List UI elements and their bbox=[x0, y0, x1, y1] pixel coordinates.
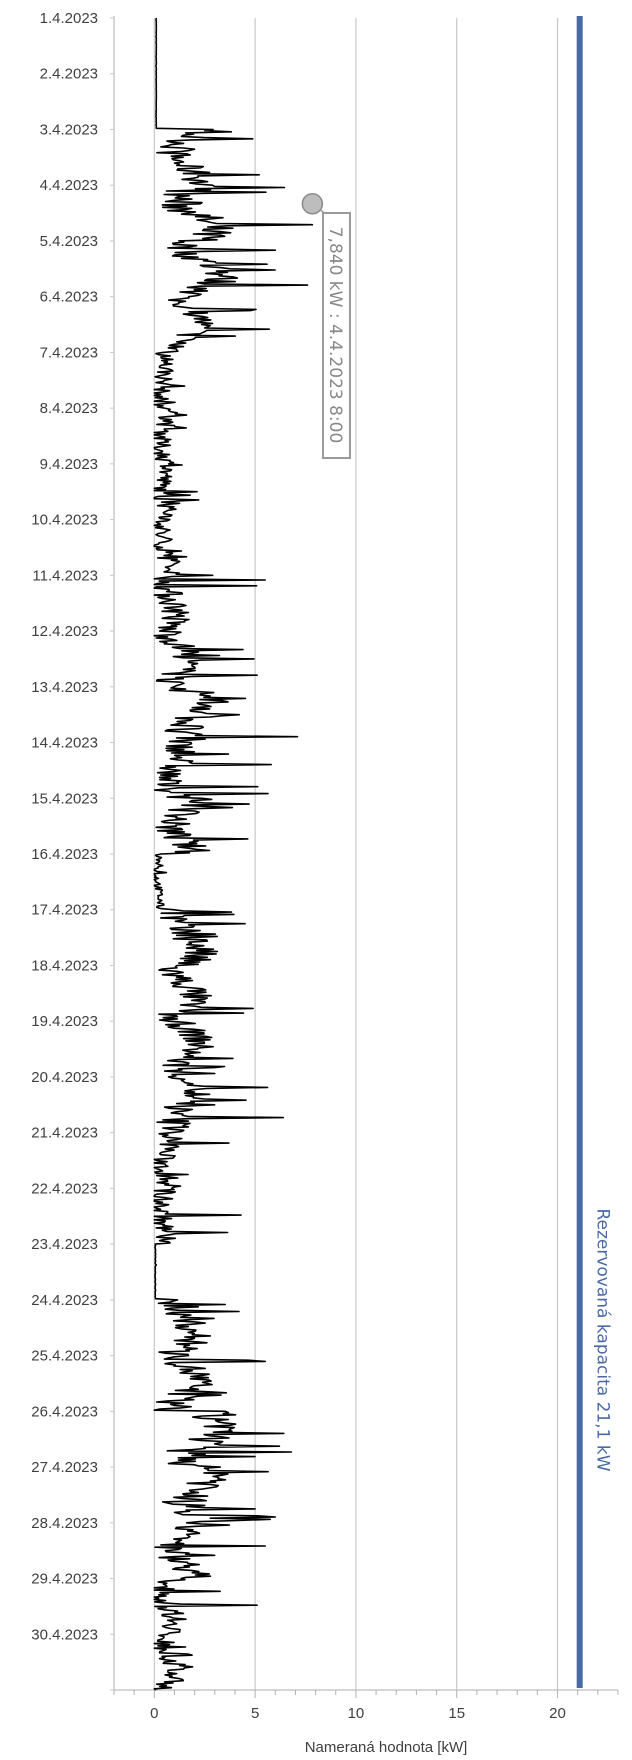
annotation-text: 7,840 kW : 4.4.2023 8:00 bbox=[325, 227, 345, 444]
y-tick-label: 11.4.2023 bbox=[32, 567, 98, 584]
y-tick-label: 21.4.2023 bbox=[31, 1125, 98, 1142]
x-tick-label: 5 bbox=[251, 1705, 259, 1722]
y-tick-label: 23.4.2023 bbox=[31, 1236, 98, 1253]
series-line bbox=[154, 18, 312, 1690]
y-tick-label: 14.4.2023 bbox=[31, 735, 98, 752]
y-tick-label: 24.4.2023 bbox=[31, 1292, 98, 1309]
y-tick-label: 25.4.2023 bbox=[31, 1348, 98, 1365]
y-tick-label: 26.4.2023 bbox=[31, 1403, 98, 1420]
y-tick-label: 2.4.2023 bbox=[40, 66, 98, 83]
y-tick-label: 18.4.2023 bbox=[31, 957, 98, 974]
x-tick-label: 0 bbox=[150, 1705, 158, 1722]
y-tick-label: 4.4.2023 bbox=[40, 177, 98, 194]
y-tick-label: 30.4.2023 bbox=[31, 1626, 98, 1643]
y-tick-label: 7.4.2023 bbox=[40, 344, 98, 361]
x-tick-labels: 0 5 10 15 20 bbox=[150, 1705, 566, 1722]
y-tick-label: 1.4.2023 bbox=[40, 10, 98, 27]
annotation-marker bbox=[302, 194, 322, 214]
x-tick-label: 20 bbox=[549, 1705, 566, 1722]
y-tick-label: 16.4.2023 bbox=[31, 846, 98, 863]
y-tick-label: 19.4.2023 bbox=[31, 1013, 98, 1030]
x-axis-label: Nameraná hodnota [kW] bbox=[305, 1739, 468, 1756]
capacity-label: Rezervovaná kapacita 21,1 kW bbox=[593, 1208, 613, 1471]
y-tick-label: 28.4.2023 bbox=[31, 1515, 98, 1532]
y-tick-label: 29.4.2023 bbox=[31, 1571, 98, 1588]
y-tick-label: 10.4.2023 bbox=[31, 512, 98, 529]
y-tick-label: 9.4.2023 bbox=[40, 456, 98, 473]
y-tick-label: 5.4.2023 bbox=[40, 233, 98, 250]
y-tick-labels: 1.4.2023 2.4.2023 3.4.2023 4.4.2023 5.4.2023… bbox=[31, 10, 98, 1643]
y-tick-label: 15.4.2023 bbox=[31, 790, 98, 807]
y-tick-label: 13.4.2023 bbox=[31, 679, 98, 696]
y-tick-label: 8.4.2023 bbox=[40, 400, 98, 417]
axes bbox=[110, 16, 618, 1698]
y-tick-label: 20.4.2023 bbox=[31, 1069, 98, 1086]
y-tick-label: 27.4.2023 bbox=[31, 1459, 98, 1476]
y-tick-label: 17.4.2023 bbox=[31, 902, 98, 919]
reference-line: Rezervovaná kapacita 21,1 kW bbox=[580, 16, 613, 1688]
y-tick-label: 12.4.2023 bbox=[31, 623, 98, 640]
peak-annotation: 7,840 kW : 4.4.2023 8:00 bbox=[302, 194, 350, 458]
y-tick-label: 6.4.2023 bbox=[40, 289, 98, 306]
y-tick-label: 3.4.2023 bbox=[40, 121, 98, 138]
x-tick-label: 10 bbox=[348, 1705, 365, 1722]
x-tick-label: 15 bbox=[448, 1705, 465, 1722]
y-tick-label: 22.4.2023 bbox=[31, 1180, 98, 1197]
